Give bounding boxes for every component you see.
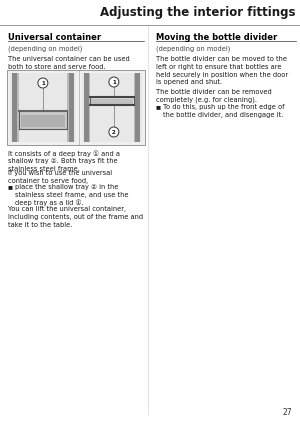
- Bar: [69, 73, 74, 142]
- Text: 1: 1: [41, 80, 45, 85]
- Text: You can lift the universal container,
including contents, out of the frame and
t: You can lift the universal container, in…: [8, 206, 143, 227]
- Text: (depending on model): (depending on model): [156, 45, 230, 51]
- Bar: [12, 73, 17, 142]
- Bar: [91, 99, 133, 104]
- Circle shape: [38, 78, 48, 88]
- Text: The bottle divider can be removed
completely (e.g. for cleaning).: The bottle divider can be removed comple…: [156, 89, 272, 103]
- Text: Adjusting the interior fittings: Adjusting the interior fittings: [100, 6, 296, 19]
- Text: 27: 27: [282, 408, 292, 417]
- Text: The bottle divider can be moved to the
left or right to ensure that bottles are
: The bottle divider can be moved to the l…: [156, 56, 288, 85]
- Text: place the shallow tray ② in the
stainless steel frame, and use the
deep tray as : place the shallow tray ② in the stainles…: [15, 184, 128, 206]
- Bar: [84, 73, 89, 142]
- Text: Universal container: Universal container: [8, 33, 101, 42]
- Bar: [17, 73, 19, 142]
- Circle shape: [109, 77, 119, 87]
- Bar: [90, 97, 134, 105]
- Bar: [134, 73, 135, 142]
- Bar: [89, 73, 90, 142]
- Bar: [10, 73, 76, 142]
- Text: (depending on model): (depending on model): [8, 45, 82, 51]
- Text: If you wish to use the universal
container to serve food,: If you wish to use the universal contain…: [8, 170, 112, 184]
- Text: It consists of a deep tray ① and a
shallow tray ②. Both trays fit the
stainless : It consists of a deep tray ① and a shall…: [8, 150, 120, 172]
- Bar: [7, 70, 145, 145]
- Text: To do this, push up the front edge of
the bottle divider, and disengage it.: To do this, push up the front edge of th…: [163, 104, 284, 118]
- Text: 1: 1: [112, 79, 116, 85]
- Bar: [19, 111, 67, 129]
- Bar: [67, 73, 69, 142]
- Text: 2: 2: [112, 130, 116, 134]
- Text: ■: ■: [8, 184, 13, 189]
- Bar: [21, 115, 65, 127]
- Text: The universal container can be used
both to store and serve food.: The universal container can be used both…: [8, 56, 130, 70]
- Text: Moving the bottle divider: Moving the bottle divider: [156, 33, 277, 42]
- Text: ■: ■: [156, 104, 161, 109]
- Bar: [135, 73, 140, 142]
- Bar: [82, 73, 142, 142]
- Circle shape: [109, 127, 119, 137]
